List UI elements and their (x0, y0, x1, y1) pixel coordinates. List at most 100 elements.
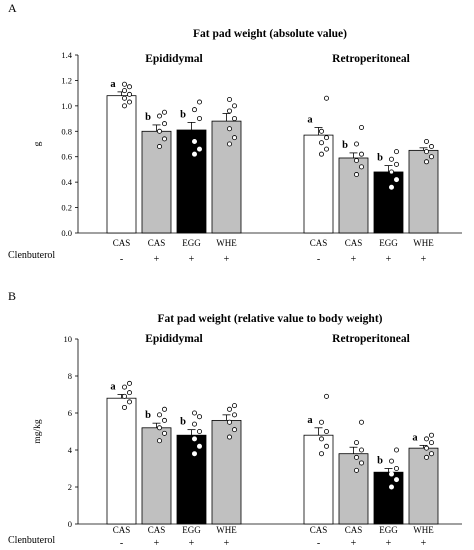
bar (176, 434, 207, 525)
significance-letter: b (377, 153, 383, 164)
data-point (358, 460, 364, 466)
data-point (428, 432, 434, 438)
data-point (358, 151, 364, 157)
data-point (323, 443, 329, 449)
category-label: WHE (413, 238, 434, 248)
category-label: CAS (310, 238, 328, 248)
category-label: EGG (379, 238, 398, 248)
category-label: EGG (182, 525, 201, 535)
data-point (122, 404, 128, 410)
data-point (122, 88, 128, 94)
bar (338, 453, 369, 525)
data-point (231, 412, 237, 418)
data-point (156, 144, 162, 150)
treatment-sign: - (120, 254, 123, 265)
panel-letter: A (8, 1, 17, 15)
significance-letter: a (110, 79, 116, 90)
data-point (353, 141, 359, 147)
treatment-sign: + (189, 254, 195, 265)
data-point (127, 91, 133, 97)
data-point (156, 425, 162, 431)
data-point (423, 454, 429, 460)
bar (106, 397, 137, 525)
data-point (226, 419, 232, 425)
treatment-sign: + (189, 538, 195, 549)
bar (408, 447, 439, 525)
data-point (161, 109, 167, 115)
data-point (388, 484, 394, 490)
data-point (196, 428, 202, 434)
data-point (231, 135, 237, 141)
data-point (428, 440, 434, 446)
data-point (156, 113, 162, 119)
data-point (231, 103, 237, 109)
treatment-label: Clenbuterol (8, 535, 55, 546)
chart-title: Fat pad weight (absolute value) (193, 28, 347, 40)
category-label: CAS (148, 238, 166, 248)
data-point (323, 135, 329, 141)
treatment-sign: + (351, 254, 357, 265)
group-title: Epididymal (145, 53, 203, 65)
data-point (393, 161, 399, 167)
category-label: CAS (113, 238, 131, 248)
bar (176, 129, 207, 234)
data-point (323, 428, 329, 434)
category-label: WHE (413, 525, 434, 535)
data-point (127, 380, 133, 386)
bar (338, 157, 369, 234)
bar (373, 171, 404, 234)
significance-letter: a (412, 432, 418, 443)
data-point (393, 465, 399, 471)
data-point (323, 393, 329, 399)
data-point (358, 419, 364, 425)
y-tick-label: 1.2 (61, 75, 72, 85)
data-point (191, 138, 197, 144)
data-point (423, 149, 429, 155)
group-title: Retroperitoneal (332, 333, 410, 345)
significance-letter: a (307, 114, 313, 125)
data-point (388, 458, 394, 464)
data-point (388, 169, 394, 175)
treatment-sign: + (154, 538, 160, 549)
treatment-sign: + (386, 254, 392, 265)
y-tick-label: 0.8 (61, 126, 72, 136)
category-label: CAS (345, 525, 363, 535)
data-point (122, 103, 128, 109)
data-point (353, 172, 359, 178)
data-point (388, 184, 394, 190)
data-point (191, 151, 197, 157)
data-point (231, 403, 237, 409)
data-point (127, 99, 133, 105)
data-point (323, 146, 329, 152)
panel-letter: B (8, 289, 16, 303)
data-point (196, 99, 202, 105)
data-point (423, 436, 429, 442)
data-point (393, 177, 399, 183)
data-point (353, 467, 359, 473)
data-point (122, 81, 128, 87)
data-point (323, 95, 329, 101)
significance-letter: b (180, 417, 186, 428)
category-label: EGG (379, 525, 398, 535)
y-tick-label: 0 (68, 519, 72, 529)
data-point (353, 454, 359, 460)
data-point (191, 421, 197, 427)
data-point (428, 154, 434, 160)
bar (106, 95, 137, 234)
category-label: CAS (148, 525, 166, 535)
group-title: Retroperitoneal (332, 53, 410, 65)
data-point (196, 116, 202, 122)
data-point (226, 108, 232, 114)
y-tick-label: 0.6 (61, 152, 72, 162)
treatment-sign: + (386, 538, 392, 549)
data-point (318, 419, 324, 425)
data-point (388, 156, 394, 162)
data-point (231, 427, 237, 433)
y-tick-label: 0.4 (61, 177, 72, 187)
data-point (231, 116, 237, 122)
treatment-sign: + (224, 254, 230, 265)
treatment-sign: - (317, 254, 320, 265)
data-point (161, 136, 167, 142)
data-point (318, 151, 324, 157)
data-point (226, 141, 232, 147)
